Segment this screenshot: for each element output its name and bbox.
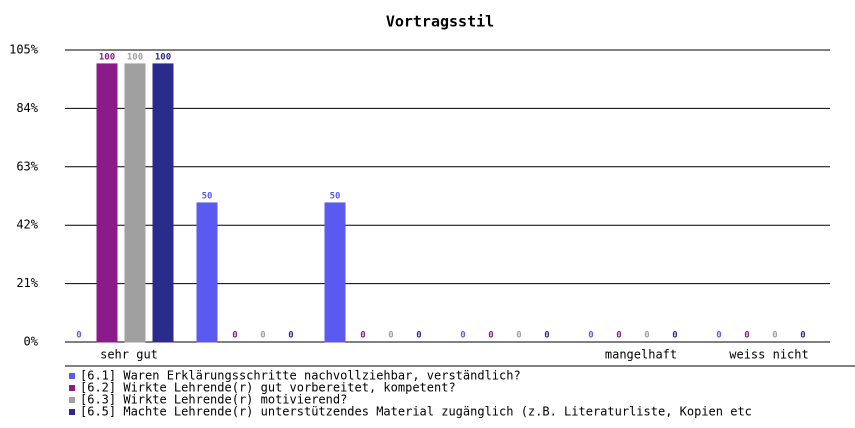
value-label: 0 (76, 331, 81, 341)
value-label: 0 (716, 331, 721, 341)
bar (152, 63, 174, 343)
value-label: 0 (772, 331, 777, 341)
value-label: 100 (155, 52, 171, 62)
value-label: 0 (616, 331, 621, 341)
value-label: 0 (644, 331, 649, 341)
value-label: 0 (388, 331, 393, 341)
x-tick-label: mangelhaft (605, 348, 677, 362)
value-label: 100 (99, 52, 115, 62)
legend-swatch (69, 373, 75, 379)
value-label: 0 (488, 331, 493, 341)
legend-swatch (69, 385, 75, 391)
value-label: 0 (416, 331, 421, 341)
value-label: 0 (232, 331, 237, 341)
value-label: 0 (544, 331, 549, 341)
value-label: 0 (460, 331, 465, 341)
y-tick-label: 84% (16, 101, 38, 115)
legend-label: [6.1] Waren Erklärungsschritte nachvollz… (80, 369, 521, 383)
y-tick-label: 42% (16, 218, 38, 232)
value-label: 0 (260, 331, 265, 341)
bar (96, 63, 118, 343)
value-label: 100 (127, 52, 143, 62)
y-tick-label: 63% (16, 159, 38, 173)
value-label: 0 (288, 331, 293, 341)
y-tick-label: 0% (24, 335, 39, 349)
legend-swatch (69, 409, 75, 415)
value-label: 0 (360, 331, 365, 341)
bar (124, 63, 146, 343)
bar (324, 202, 346, 343)
y-tick-label: 21% (16, 276, 38, 290)
legend-label: [6.2] Wirkte Lehrende(r) gut vorbereitet… (80, 381, 456, 395)
x-tick-label: weiss nicht (729, 348, 808, 362)
value-label: 50 (330, 191, 341, 201)
legend-label: [6.5] Machte Lehrende(r) unterstützendes… (80, 405, 752, 419)
value-label: 50 (202, 191, 213, 201)
value-label: 0 (588, 331, 593, 341)
y-tick-label: 105% (9, 43, 39, 57)
x-tick-label: sehr gut (100, 348, 158, 362)
value-label: 0 (744, 331, 749, 341)
legend-label: [6.3] Wirkte Lehrende(r) motivierend? (80, 393, 347, 407)
value-label: 0 (672, 331, 677, 341)
value-label: 0 (516, 331, 521, 341)
chart-title: Vortragsstil (386, 13, 494, 31)
bar (196, 202, 218, 343)
value-label: 0 (800, 331, 805, 341)
legend-swatch (69, 397, 75, 403)
